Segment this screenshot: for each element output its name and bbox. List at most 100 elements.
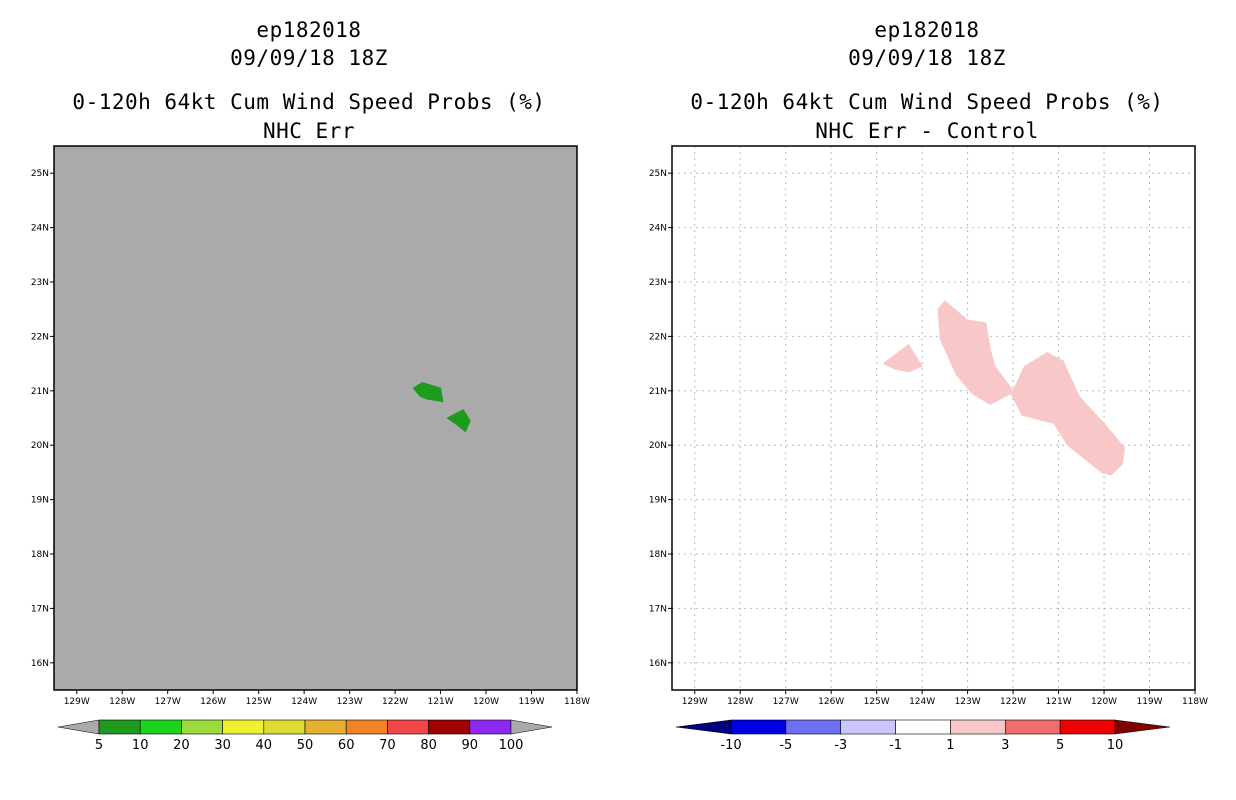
colorbar-label: 80 — [420, 738, 437, 753]
colorbar-box — [1004, 719, 1061, 735]
colorbar-under-arrow — [57, 719, 100, 735]
colorbar-box — [840, 719, 896, 735]
x-tick-label: 127W — [155, 697, 181, 707]
x-tick-label: 118W — [1182, 697, 1208, 707]
colorbar-label: -1 — [889, 738, 902, 753]
panel-nhc-err: ep182018 09/09/18 18Z 0-120h 64kt Cum Wi… — [31, 18, 590, 753]
x-tick-label: 124W — [909, 697, 935, 707]
colorbar-box — [139, 719, 182, 735]
colorbar-label: 90 — [462, 738, 479, 753]
plot-background — [672, 146, 1195, 690]
y-tick-label: 18N — [31, 550, 49, 560]
colorbar-over-arrow — [1114, 719, 1171, 735]
datetime: 09/09/18 18Z — [230, 46, 388, 70]
chart-title: 0-120h 64kt Cum Wind Speed Probs (%) — [72, 90, 546, 114]
y-tick-label: 22N — [31, 332, 49, 342]
colorbar-label: 10 — [1107, 738, 1124, 753]
colorbar-label: 1 — [946, 738, 954, 753]
colorbar-box — [263, 719, 306, 735]
colorbar-label: 10 — [132, 738, 149, 753]
panel-nhc-err-control: ep182018 09/09/18 18Z 0-120h 64kt Cum Wi… — [618, 0, 1236, 800]
colorbar-box — [222, 719, 265, 735]
y-tick-label: 16N — [649, 659, 667, 669]
plot-background — [54, 146, 577, 690]
x-tick-label: 121W — [428, 697, 454, 707]
colorbar-label: 30 — [214, 738, 231, 753]
x-tick-label: 124W — [291, 697, 317, 707]
diff-region-main — [937, 300, 1126, 476]
colorbar-over-arrow — [510, 719, 553, 735]
colorbar-box — [181, 719, 223, 735]
y-tick-label: 22N — [649, 332, 667, 342]
y-tick-label: 17N — [31, 604, 49, 614]
y-tick-label: 24N — [31, 224, 49, 234]
plot-frame — [671, 145, 1196, 691]
x-tick-label: 128W — [727, 697, 753, 707]
colorbar-box — [895, 719, 951, 735]
colorbar-label: 3 — [1001, 738, 1009, 753]
y-tick-label: 19N — [649, 496, 667, 506]
colorbar-label: 50 — [297, 738, 314, 753]
colorbar-nhc-err-control: -10 -5 -3 -1 1 3 5 10 — [675, 719, 1171, 753]
x-tick-label: 129W — [682, 697, 708, 707]
x-tick-label: 119W — [518, 697, 544, 707]
colorbar-box — [785, 719, 842, 735]
y-tick-label: 23N — [649, 278, 667, 288]
x-tick-label: 126W — [200, 697, 226, 707]
y-tick-label: 17N — [649, 604, 667, 614]
y-tick-label: 25N — [31, 169, 49, 179]
y-tick-label: 20N — [31, 441, 49, 451]
colorbar-box — [304, 719, 347, 735]
chart-subtitle: NHC Err - Control — [815, 119, 1039, 143]
colorbar-label: 60 — [338, 738, 355, 753]
y-tick-label: 20N — [649, 441, 667, 451]
x-tick-label: 129W — [64, 697, 90, 707]
x-tick-label: 125W — [864, 697, 890, 707]
x-tick-label: 123W — [955, 697, 981, 707]
x-tick-label: 120W — [473, 697, 499, 707]
storm-id: ep182018 — [874, 18, 980, 42]
colorbar-under-arrow — [675, 719, 732, 735]
storm-id: ep182018 — [256, 18, 362, 42]
x-tick-label: 127W — [773, 697, 799, 707]
y-tick-label: 24N — [649, 224, 667, 234]
x-tick-label: 120W — [1091, 697, 1117, 707]
chart-subtitle: NHC Err — [262, 119, 355, 143]
colorbar-label: 5 — [1056, 738, 1064, 753]
x-tick-label: 128W — [109, 697, 135, 707]
datetime: 09/09/18 18Z — [848, 46, 1006, 70]
y-tick-label: 21N — [649, 387, 667, 397]
colorbar-nhc-err: 5 10 20 30 40 50 60 70 80 90 100 — [57, 719, 553, 753]
y-tick-label: 18N — [649, 550, 667, 560]
colorbar-label: 70 — [379, 738, 396, 753]
x-tick-label: 119W — [1136, 697, 1162, 707]
colorbar-box — [428, 719, 471, 735]
x-tick-label: 121W — [1046, 697, 1072, 707]
colorbar-box — [345, 719, 388, 735]
prob-region-south — [446, 409, 471, 433]
x-tick-label: 123W — [337, 697, 363, 707]
plot-frame — [53, 145, 578, 691]
map-plot-nhc-err-control: 129W 128W 127W 126W 125W 124W 123W 122W 121W 120W… — [649, 145, 1208, 707]
x-tick-label: 122W — [1000, 697, 1026, 707]
x-tick-label: 122W — [382, 697, 408, 707]
y-tick-label: 23N — [31, 278, 49, 288]
x-tick-label: 125W — [246, 697, 272, 707]
colorbar-box — [387, 719, 429, 735]
colorbar-label: -10 — [720, 738, 741, 753]
colorbar-box — [730, 719, 787, 735]
prob-region-north — [412, 382, 444, 403]
x-tick-label: 126W — [818, 697, 844, 707]
y-tick-label: 25N — [649, 169, 667, 179]
y-tick-label: 21N — [31, 387, 49, 397]
colorbar-box — [1059, 719, 1116, 735]
colorbar-box — [950, 719, 1006, 735]
colorbar-label: -3 — [834, 738, 847, 753]
y-tick-label: 16N — [31, 659, 49, 669]
colorbar-label: 100 — [499, 738, 524, 753]
colorbar-label: 40 — [256, 738, 273, 753]
y-tick-label: 19N — [31, 496, 49, 506]
colorbar-label: 20 — [173, 738, 190, 753]
colorbar-label: -5 — [779, 738, 792, 753]
colorbar-label: 5 — [95, 738, 103, 753]
